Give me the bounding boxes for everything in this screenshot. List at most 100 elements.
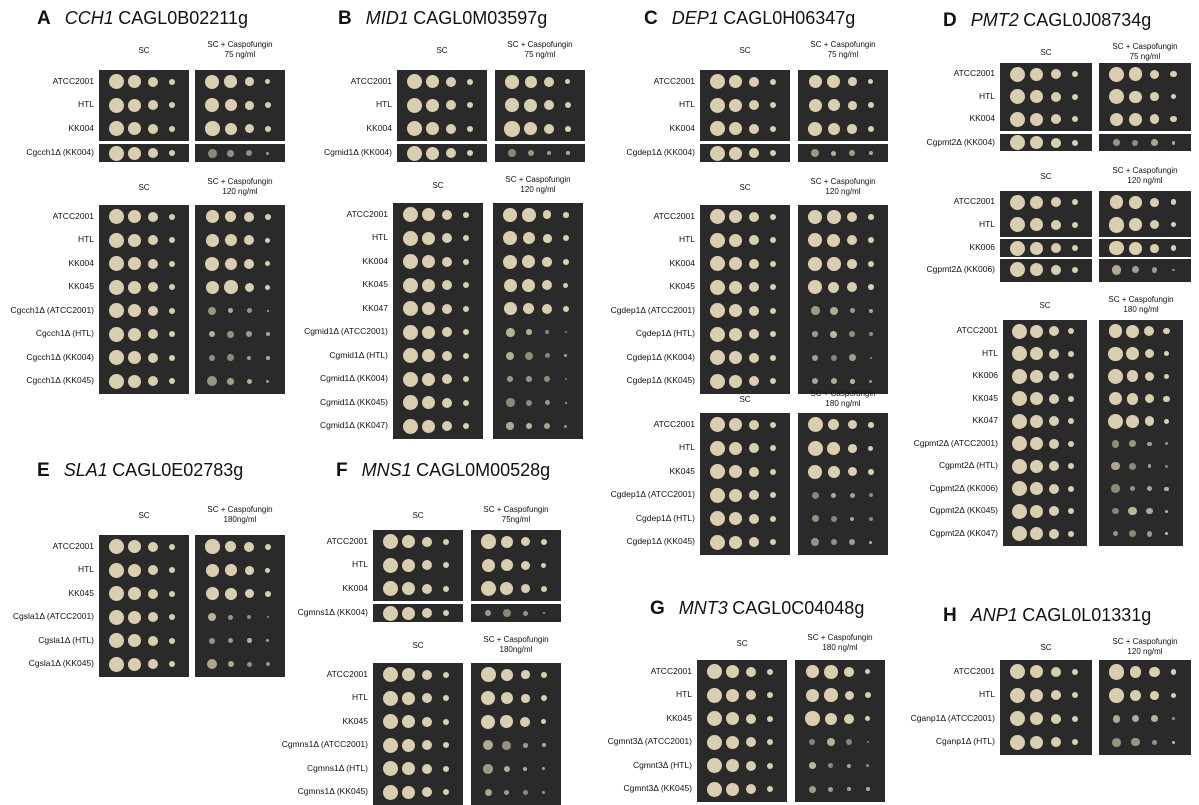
colony-spot xyxy=(128,351,142,365)
colony-spot xyxy=(827,233,841,247)
colony-spot xyxy=(225,211,237,223)
colony-spot xyxy=(244,77,254,87)
colony-spot xyxy=(1071,71,1078,78)
colony-spot xyxy=(1067,418,1074,425)
colony-spot xyxy=(1050,264,1061,275)
colony-spot xyxy=(1030,241,1043,255)
strain-label: KK045 xyxy=(666,712,692,723)
colony-spot xyxy=(522,232,535,245)
colony-spot xyxy=(830,515,837,522)
colony-spot xyxy=(1146,508,1153,515)
colony-spot xyxy=(1151,266,1158,273)
colony-spot xyxy=(746,784,757,795)
colony-spot xyxy=(869,540,873,544)
colony-spot xyxy=(244,282,254,292)
locus-id: CAGL0C04048g xyxy=(732,598,865,618)
colony-spot xyxy=(1030,437,1043,451)
colony-spot xyxy=(823,688,838,702)
colony-spot xyxy=(706,664,722,680)
strain-label: HTL xyxy=(678,442,695,453)
colony-spot xyxy=(442,256,453,267)
colony-spot xyxy=(1108,346,1123,361)
colony-spot xyxy=(128,98,142,112)
colony-spot xyxy=(1129,665,1142,678)
colony-spot xyxy=(108,279,124,295)
colony-spot xyxy=(204,539,220,554)
colony-spot xyxy=(807,417,823,433)
column-label-sc: SC xyxy=(1039,301,1051,310)
colony-spot xyxy=(406,97,422,113)
colony-spot xyxy=(564,401,567,404)
colony-spot xyxy=(1149,666,1160,677)
colony-spot xyxy=(205,98,220,113)
strain-label: Cgmns1Δ (ATCC2001) xyxy=(281,739,368,750)
colony-spot xyxy=(1030,112,1043,126)
colony-spot xyxy=(128,563,142,577)
colony-spot xyxy=(846,739,853,746)
colony-spot xyxy=(1030,527,1043,541)
colony-spot xyxy=(1030,504,1043,518)
colony-spot xyxy=(542,256,553,267)
colony-spot xyxy=(709,417,725,433)
colony-spot xyxy=(812,331,818,337)
caspofungin-label: SC + Caspofungin xyxy=(807,633,873,642)
strain-label: ATCC2001 xyxy=(956,325,998,336)
colony-spot xyxy=(524,351,533,360)
colony-spot xyxy=(1108,324,1123,339)
strain-label: ATCC2001 xyxy=(346,208,388,219)
colony-spot xyxy=(1010,711,1025,727)
colony-spot xyxy=(128,304,142,318)
colony-spot xyxy=(812,354,819,361)
colony-spot xyxy=(542,210,552,219)
colony-spot xyxy=(709,373,725,389)
plate-caspofungin xyxy=(1099,500,1183,524)
colony-spot xyxy=(1048,393,1059,404)
column-label-sc: SC xyxy=(138,183,150,192)
colony-spot xyxy=(108,633,124,649)
colony-spot xyxy=(542,767,546,771)
colony-spot xyxy=(769,445,776,452)
colony-spot xyxy=(108,121,124,137)
colony-spot xyxy=(264,102,271,109)
colony-spot xyxy=(749,305,760,316)
colony-spot xyxy=(402,301,418,317)
colony-spot xyxy=(1010,262,1025,278)
strain-label: KK045 xyxy=(342,715,368,726)
strain-label: KK004 xyxy=(366,122,392,133)
strain-label: KK004 xyxy=(68,257,94,268)
colony-spot xyxy=(402,785,416,799)
colony-spot xyxy=(422,302,436,316)
colony-spot xyxy=(847,763,852,768)
colony-spot xyxy=(808,233,823,248)
colony-spot xyxy=(1112,737,1121,747)
colony-spot xyxy=(562,235,569,242)
colony-spot xyxy=(867,421,874,428)
locus-id: CAGL0J08734g xyxy=(1023,10,1152,30)
colony-spot xyxy=(525,376,532,383)
colony-spot xyxy=(422,372,436,386)
colony-spot xyxy=(524,75,537,88)
colony-spot xyxy=(1030,712,1043,726)
colony-spot xyxy=(402,738,416,752)
colony-spot xyxy=(446,76,457,87)
colony-spot xyxy=(1170,199,1177,206)
caspofungin-label: SC + Caspofungin xyxy=(810,177,876,186)
panel-letter: F xyxy=(336,460,348,481)
gene-name: ANP1 xyxy=(970,605,1018,625)
colony-spot xyxy=(1147,464,1152,468)
locus-id: CAGL0E02783g xyxy=(112,460,244,480)
colony-spot xyxy=(824,712,837,725)
colony-spot xyxy=(264,213,271,220)
colony-spot xyxy=(544,100,555,111)
colony-spot xyxy=(1030,218,1043,232)
colony-spot xyxy=(564,424,568,428)
colony-spot xyxy=(148,305,159,316)
plate-caspofungin xyxy=(1099,108,1191,132)
colony-spot xyxy=(709,121,725,137)
colony-spot xyxy=(766,692,773,699)
colony-spot xyxy=(128,122,142,136)
colony-spot xyxy=(522,789,528,795)
colony-spot xyxy=(148,612,159,623)
colony-spot xyxy=(382,690,398,706)
colony-spot xyxy=(265,79,271,85)
